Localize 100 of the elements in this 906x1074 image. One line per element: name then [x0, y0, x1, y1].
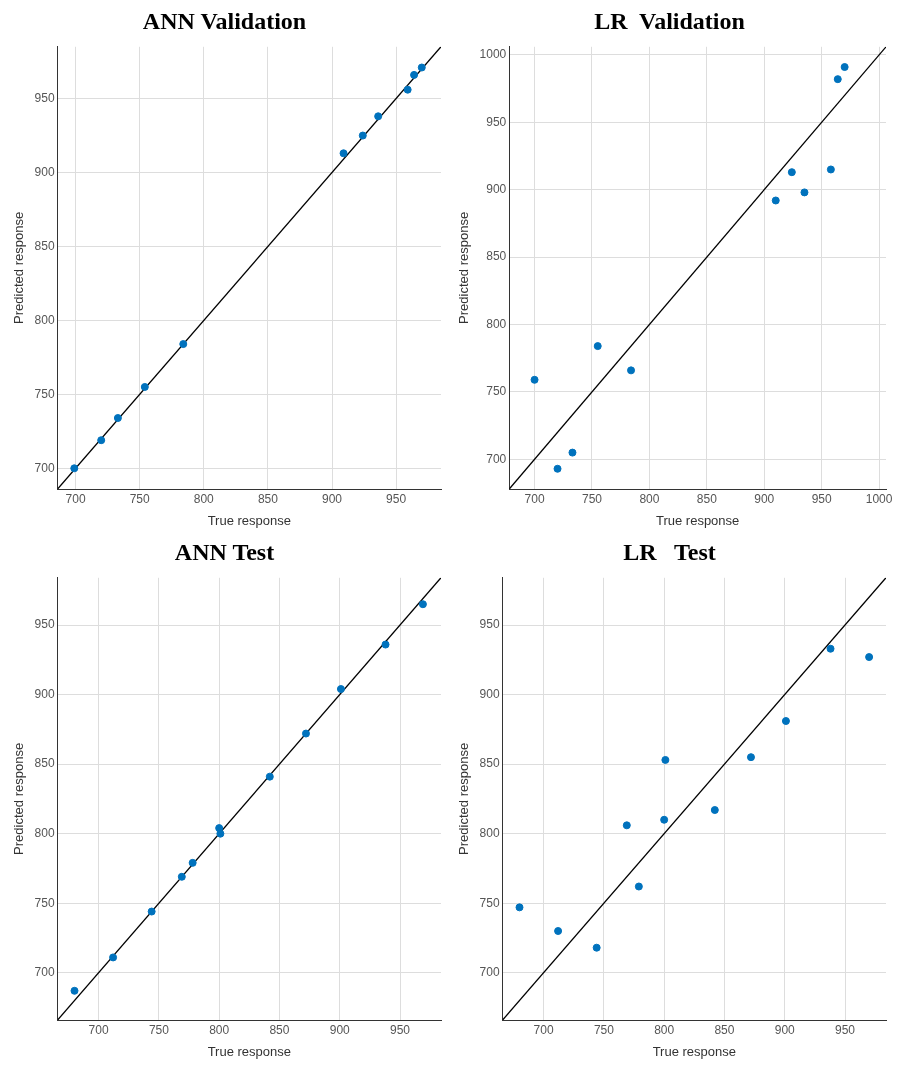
y-axis-title: Predicted response — [11, 742, 27, 855]
point — [374, 112, 383, 121]
y-tick-label: 700 — [34, 460, 55, 475]
y-tick-label: 850 — [486, 249, 507, 264]
point — [553, 464, 562, 473]
x-tick-label: 950 — [811, 491, 833, 506]
point — [265, 772, 274, 781]
x-tick-label: 750 — [148, 1022, 170, 1037]
x-tick-label: 850 — [257, 491, 279, 506]
point — [771, 196, 780, 205]
x-tick-label: 900 — [754, 491, 775, 506]
point — [592, 943, 601, 952]
x-tick-label: 900 — [322, 491, 343, 506]
point — [840, 63, 849, 72]
point — [140, 382, 149, 391]
point — [177, 872, 186, 881]
y-tick-label: 850 — [34, 238, 55, 253]
y-tick-label: 700 — [34, 965, 55, 980]
chart-title: LR Validation — [594, 7, 745, 34]
y-tick-label: 850 — [479, 756, 500, 771]
x-tick-label: 750 — [581, 491, 603, 506]
x-tick-label: 850 — [714, 1022, 735, 1037]
y-tick-label: 800 — [34, 312, 55, 327]
point — [554, 927, 563, 935]
point — [634, 882, 643, 891]
x-tick-label: 750 — [129, 491, 151, 506]
point — [109, 953, 118, 962]
x-tick-label: 700 — [65, 491, 86, 506]
point — [381, 640, 390, 649]
chart-title: ANN Test — [174, 538, 275, 565]
point — [787, 168, 796, 177]
point — [70, 986, 79, 995]
y-tick-label: 950 — [479, 617, 500, 632]
point — [336, 685, 345, 694]
point — [97, 436, 106, 445]
y-tick-label: 750 — [34, 895, 55, 910]
point — [865, 653, 874, 662]
x-axis-title: True response — [655, 512, 740, 528]
x-tick-label: 900 — [774, 1022, 796, 1037]
point — [515, 903, 524, 912]
y-tick-label: 850 — [34, 756, 55, 771]
x-axis-title: True response — [207, 1043, 291, 1059]
point — [147, 907, 156, 916]
y-tick-label: 800 — [486, 316, 507, 331]
x-tick-label: 1000 — [865, 491, 893, 506]
point — [746, 753, 755, 762]
y-tick-label: 900 — [34, 164, 55, 179]
point — [661, 755, 670, 764]
x-tick-label: 700 — [524, 491, 545, 506]
point — [826, 644, 835, 653]
point — [833, 75, 842, 84]
x-axis-title: True response — [207, 512, 291, 528]
y-tick-label: 900 — [34, 686, 55, 701]
y-tick-label: 900 — [479, 686, 500, 701]
point — [113, 414, 122, 423]
point — [410, 70, 419, 79]
x-tick-label: 750 — [593, 1022, 615, 1037]
point — [417, 63, 426, 72]
point — [301, 729, 310, 738]
x-tick-label: 850 — [696, 491, 718, 506]
point — [418, 600, 427, 609]
y-tick-label: 700 — [486, 451, 507, 466]
x-tick-label: 800 — [639, 491, 660, 506]
x-tick-label: 950 — [389, 1022, 411, 1037]
point — [800, 188, 809, 197]
y-tick-label: 950 — [34, 617, 55, 632]
x-tick-label: 950 — [386, 491, 407, 506]
y-tick-label: 800 — [479, 825, 500, 840]
point — [403, 85, 412, 94]
x-axis-title: True response — [652, 1043, 736, 1059]
x-tick-label: 950 — [834, 1022, 856, 1037]
point — [627, 366, 636, 375]
y-tick-label: 900 — [486, 182, 507, 197]
y-tick-label: 950 — [486, 114, 507, 129]
point — [179, 340, 188, 349]
point — [70, 464, 79, 473]
point — [339, 149, 348, 158]
point — [622, 821, 631, 830]
y-axis-title: Predicted response — [11, 211, 27, 324]
x-tick-label: 850 — [269, 1022, 290, 1037]
y-tick-label: 750 — [34, 386, 55, 401]
y-axis-title: Predicted response — [456, 211, 472, 324]
y-axis-title: Predicted response — [456, 742, 472, 855]
point — [530, 375, 539, 384]
y-tick-label: 700 — [479, 965, 500, 980]
x-tick-label: 800 — [209, 1022, 230, 1037]
point — [781, 717, 790, 726]
y-tick-label: 800 — [34, 825, 55, 840]
y-tick-label: 1000 — [479, 47, 507, 62]
y-tick-label: 950 — [34, 90, 55, 105]
point — [593, 342, 602, 351]
point — [826, 165, 835, 174]
x-tick-label: 800 — [193, 491, 215, 506]
chart-title: LR Test — [623, 538, 716, 565]
x-tick-label: 800 — [654, 1022, 675, 1037]
y-tick-label: 750 — [486, 384, 507, 399]
x-tick-label: 700 — [88, 1022, 109, 1037]
y-tick-label: 750 — [479, 895, 500, 910]
x-tick-label: 700 — [533, 1022, 554, 1037]
point — [216, 829, 225, 838]
